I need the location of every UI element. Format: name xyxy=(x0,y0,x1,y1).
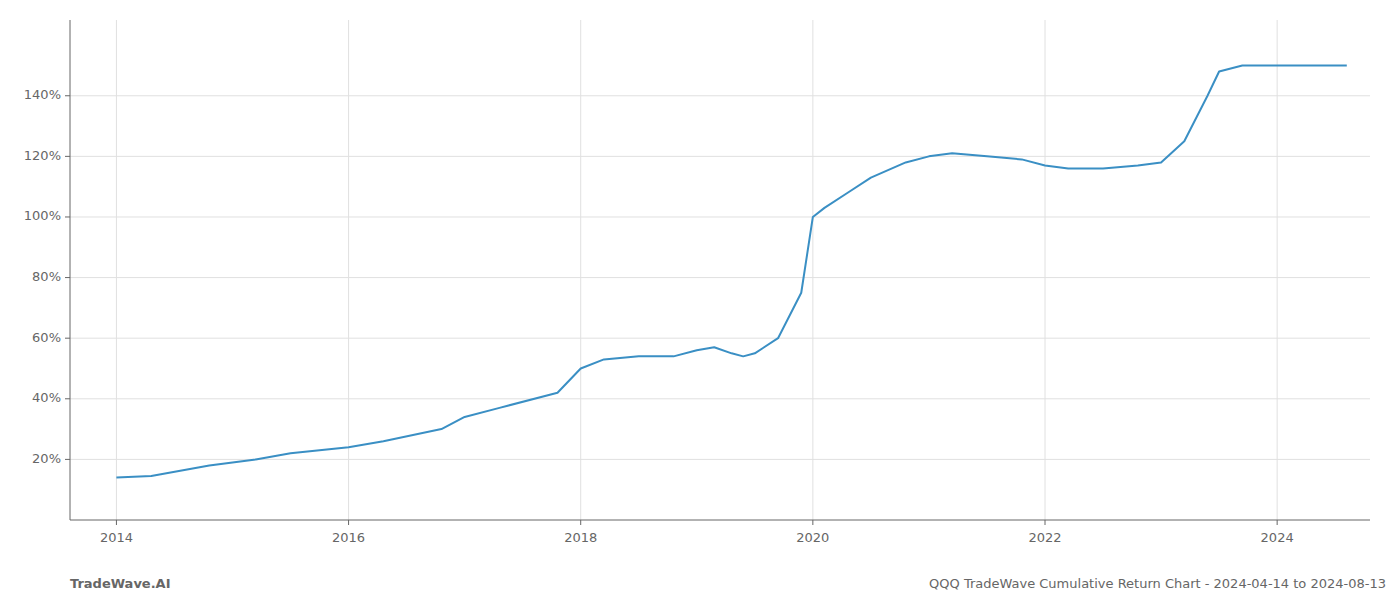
y-tick xyxy=(65,459,70,460)
watermark: TradeWave.AI xyxy=(70,576,171,591)
y-tick xyxy=(65,277,70,278)
title: QQQ TradeWave Cumulative Return Chart - … xyxy=(929,576,1386,591)
y-tick-label: 140% xyxy=(24,87,61,102)
x-tick xyxy=(812,520,813,525)
y-tick-label: 20% xyxy=(32,451,61,466)
y-grid-line xyxy=(70,398,1370,399)
y-tick-label: 80% xyxy=(32,269,61,284)
grid xyxy=(70,20,1370,520)
chart: 20% 40% 60% 80% 100% 120% 140% 2014 2016 2018 2020… xyxy=(0,0,1400,600)
y-grid-line xyxy=(70,338,1370,339)
x-grid-line xyxy=(812,20,813,520)
y-tick xyxy=(65,398,70,399)
x-tick xyxy=(1277,520,1278,525)
y-grid-line xyxy=(70,95,1370,96)
axes: 20% 40% 60% 80% 100% 120% 140% 2014 2016 2018 2020… xyxy=(24,20,1370,545)
line xyxy=(116,65,1346,477)
plot-area xyxy=(116,65,1346,477)
x-tick-label: 2014 xyxy=(100,530,133,545)
x-tick xyxy=(348,520,349,525)
y-grid-line xyxy=(70,156,1370,157)
y-tick-label: 60% xyxy=(32,330,61,345)
y-grid-line xyxy=(70,216,1370,217)
x-tick xyxy=(116,520,117,525)
x-tick xyxy=(1045,520,1046,525)
y-axis-line xyxy=(70,20,71,520)
x-tick-label: 2016 xyxy=(332,530,365,545)
x-grid-line xyxy=(116,20,117,520)
x-tick xyxy=(580,520,581,525)
y-grid-line xyxy=(70,459,1370,460)
y-grid-line xyxy=(70,277,1370,278)
x-grid-line xyxy=(348,20,349,520)
y-tick-label: 120% xyxy=(24,148,61,163)
x-grid-line xyxy=(1277,20,1278,520)
x-tick-label: 2022 xyxy=(1028,530,1061,545)
y-tick-label: 100% xyxy=(24,208,61,223)
y-tick-label: 40% xyxy=(32,390,61,405)
y-tick xyxy=(65,156,70,157)
y-tick xyxy=(65,216,70,217)
y-tick xyxy=(65,95,70,96)
x-grid-line xyxy=(1045,20,1046,520)
y-tick xyxy=(65,338,70,339)
x-grid-line xyxy=(580,20,581,520)
x-tick-label: 2018 xyxy=(564,530,597,545)
x-axis-line xyxy=(70,520,1370,521)
x-tick-label: 2024 xyxy=(1261,530,1294,545)
x-tick-label: 2020 xyxy=(796,530,829,545)
